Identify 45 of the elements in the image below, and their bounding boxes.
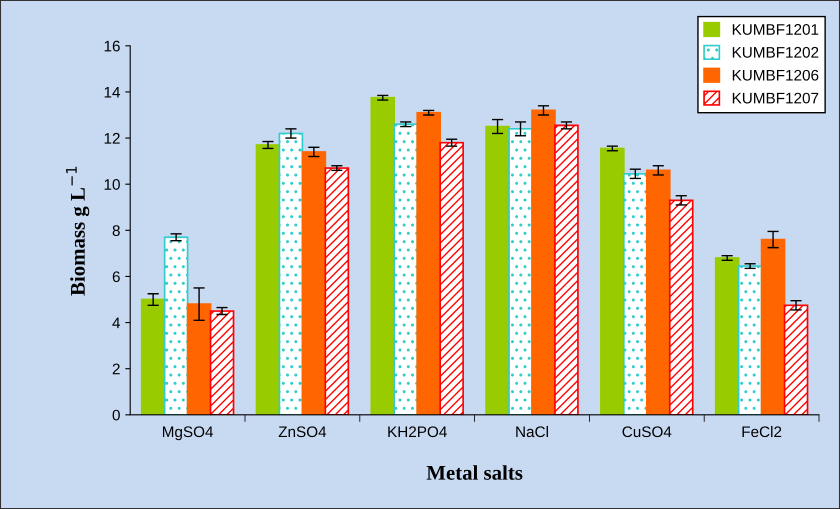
bar — [623, 172, 648, 415]
bar — [600, 148, 625, 415]
legend-label: KUMBF1207 — [732, 92, 818, 104]
bar — [416, 112, 441, 415]
y-tick-label: 12 — [104, 132, 120, 144]
bar — [760, 238, 786, 415]
bar — [302, 151, 326, 415]
y-tick-label: 16 — [104, 40, 120, 52]
y-tick-label: 14 — [104, 86, 120, 98]
bar — [164, 236, 188, 415]
bar — [140, 298, 166, 415]
legend-label: KUMBF1202 — [732, 46, 818, 58]
bar — [439, 142, 464, 415]
x-tick-label: MgSO4 — [162, 426, 214, 440]
y-tick-label: 8 — [112, 225, 120, 236]
bar — [714, 257, 740, 415]
bar — [646, 170, 671, 415]
y-tick-label: 4 — [112, 318, 120, 328]
x-tick-label: NaCl — [516, 426, 548, 438]
bar — [256, 144, 280, 415]
bar — [668, 200, 694, 415]
x-tick-label: CuSO4 — [622, 426, 672, 438]
y-tick-label: 2 — [112, 364, 120, 374]
bar — [485, 126, 510, 415]
bar — [278, 132, 304, 415]
bar — [508, 128, 533, 415]
x-axis-title: Metal salts — [426, 465, 522, 480]
bar — [738, 265, 762, 415]
bar — [186, 303, 212, 415]
bar — [370, 96, 396, 415]
bar — [784, 304, 808, 415]
bar — [554, 124, 579, 415]
x-tick-label: KH2PO4 — [388, 426, 447, 438]
y-tick-label: 10 — [104, 179, 120, 190]
bar — [393, 123, 418, 415]
x-tick-label: ZnSO4 — [278, 426, 326, 438]
y-tick-label: 6 — [112, 271, 120, 282]
legend-label: KUMBF1201 — [732, 24, 818, 35]
x-tick-label: FeCl2 — [742, 426, 782, 438]
bar — [531, 110, 556, 415]
y-tick-label: 0 — [112, 410, 120, 421]
bar — [324, 167, 350, 415]
bar — [210, 310, 234, 415]
y-axis-title: Biomass g L$^{−1}$ — [66, 166, 90, 296]
legend-label: KUMBF1206 — [732, 70, 818, 81]
